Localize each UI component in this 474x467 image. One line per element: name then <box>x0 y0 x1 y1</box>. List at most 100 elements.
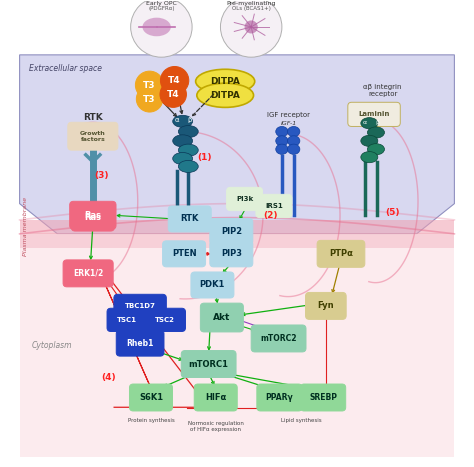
FancyBboxPatch shape <box>63 260 113 287</box>
Text: RTK: RTK <box>83 113 103 122</box>
Text: PDK1: PDK1 <box>200 281 225 290</box>
FancyBboxPatch shape <box>256 194 292 218</box>
FancyBboxPatch shape <box>317 241 365 267</box>
Ellipse shape <box>276 144 288 155</box>
Ellipse shape <box>276 136 288 146</box>
FancyBboxPatch shape <box>68 122 118 150</box>
FancyBboxPatch shape <box>70 201 116 229</box>
Polygon shape <box>19 55 455 234</box>
Text: (4): (4) <box>101 374 116 382</box>
Text: Cytoplasm: Cytoplasm <box>31 341 72 350</box>
Text: PPARγ: PPARγ <box>265 393 293 402</box>
Text: ERK1/2: ERK1/2 <box>73 269 103 278</box>
Ellipse shape <box>173 153 192 164</box>
Text: S6K1: S6K1 <box>139 393 163 402</box>
FancyBboxPatch shape <box>145 308 185 332</box>
Ellipse shape <box>361 152 378 163</box>
Text: Lipid synthesis: Lipid synthesis <box>281 418 321 423</box>
FancyBboxPatch shape <box>227 187 263 211</box>
FancyBboxPatch shape <box>348 102 400 127</box>
FancyBboxPatch shape <box>210 241 253 267</box>
FancyBboxPatch shape <box>181 351 236 377</box>
Text: (2): (2) <box>263 211 277 220</box>
FancyBboxPatch shape <box>168 206 211 232</box>
Text: Protein synthesis: Protein synthesis <box>128 418 174 423</box>
Text: TBC1D7: TBC1D7 <box>125 303 155 309</box>
Text: mTORC1: mTORC1 <box>189 360 228 368</box>
Circle shape <box>131 0 192 57</box>
Text: Fyn: Fyn <box>318 301 334 311</box>
Ellipse shape <box>178 160 198 172</box>
Ellipse shape <box>288 144 300 155</box>
Text: of HIFα expression: of HIFα expression <box>190 427 241 432</box>
Text: (PDGFRα): (PDGFRα) <box>148 7 174 11</box>
Text: PIP2: PIP2 <box>221 227 242 236</box>
Text: β: β <box>188 117 192 123</box>
Text: Ras: Ras <box>84 211 101 220</box>
Text: mTORC2: mTORC2 <box>260 334 297 343</box>
Ellipse shape <box>196 69 255 93</box>
FancyBboxPatch shape <box>116 330 164 356</box>
FancyBboxPatch shape <box>194 384 237 411</box>
Text: αβ integrin
receptor: αβ integrin receptor <box>363 84 402 97</box>
Ellipse shape <box>173 135 192 147</box>
Ellipse shape <box>367 144 384 155</box>
Ellipse shape <box>361 118 378 129</box>
Text: RTK: RTK <box>181 214 199 224</box>
Text: PIP3: PIP3 <box>221 249 242 258</box>
Text: PTEN: PTEN <box>172 249 196 258</box>
Text: (5): (5) <box>385 208 399 218</box>
Text: PTPα: PTPα <box>329 249 353 258</box>
Text: Early OPC: Early OPC <box>146 1 177 6</box>
Ellipse shape <box>276 127 288 137</box>
Ellipse shape <box>178 144 198 156</box>
Text: Laminin: Laminin <box>358 111 390 117</box>
Text: TSC2: TSC2 <box>155 317 175 323</box>
Text: Growth
factors: Growth factors <box>80 131 106 142</box>
Circle shape <box>220 0 282 57</box>
Text: (1): (1) <box>198 153 212 162</box>
Ellipse shape <box>288 136 300 146</box>
FancyBboxPatch shape <box>210 219 253 245</box>
Text: OLs (BCAS1+): OLs (BCAS1+) <box>232 7 271 11</box>
Text: Ras: Ras <box>84 213 101 222</box>
Polygon shape <box>19 220 455 234</box>
Text: IRS1: IRS1 <box>265 203 283 209</box>
FancyBboxPatch shape <box>114 294 166 318</box>
FancyBboxPatch shape <box>251 325 306 352</box>
Text: Normoxic regulation: Normoxic regulation <box>188 421 244 425</box>
Ellipse shape <box>245 21 258 34</box>
FancyBboxPatch shape <box>306 292 346 319</box>
Text: β: β <box>376 120 380 125</box>
Text: IGF-1: IGF-1 <box>281 121 297 126</box>
FancyBboxPatch shape <box>72 204 114 231</box>
Text: PI3k: PI3k <box>236 196 253 202</box>
Text: α: α <box>363 120 367 125</box>
Text: T4: T4 <box>168 76 181 85</box>
FancyBboxPatch shape <box>191 272 234 298</box>
Circle shape <box>160 66 189 94</box>
Text: Extracellular space: Extracellular space <box>29 64 102 73</box>
Text: Pre-myelinating: Pre-myelinating <box>227 1 276 6</box>
Polygon shape <box>19 233 455 248</box>
Text: DITPA: DITPA <box>210 91 240 100</box>
Circle shape <box>136 71 164 99</box>
Ellipse shape <box>197 83 254 107</box>
Text: (3): (3) <box>94 171 109 180</box>
FancyBboxPatch shape <box>301 384 346 411</box>
FancyBboxPatch shape <box>257 384 302 411</box>
Ellipse shape <box>143 18 171 36</box>
Ellipse shape <box>178 126 198 138</box>
Ellipse shape <box>288 127 300 137</box>
Text: IGF receptor: IGF receptor <box>267 112 310 118</box>
FancyBboxPatch shape <box>129 384 173 411</box>
Text: Akt: Akt <box>213 313 230 322</box>
Circle shape <box>137 86 163 112</box>
Text: T3: T3 <box>143 81 156 90</box>
Text: T4: T4 <box>167 90 180 99</box>
Text: Rheb1: Rheb1 <box>127 339 154 347</box>
Circle shape <box>160 81 186 107</box>
Text: TSC1: TSC1 <box>118 317 137 323</box>
Text: α: α <box>174 117 179 123</box>
Text: HIFα: HIFα <box>205 393 227 402</box>
